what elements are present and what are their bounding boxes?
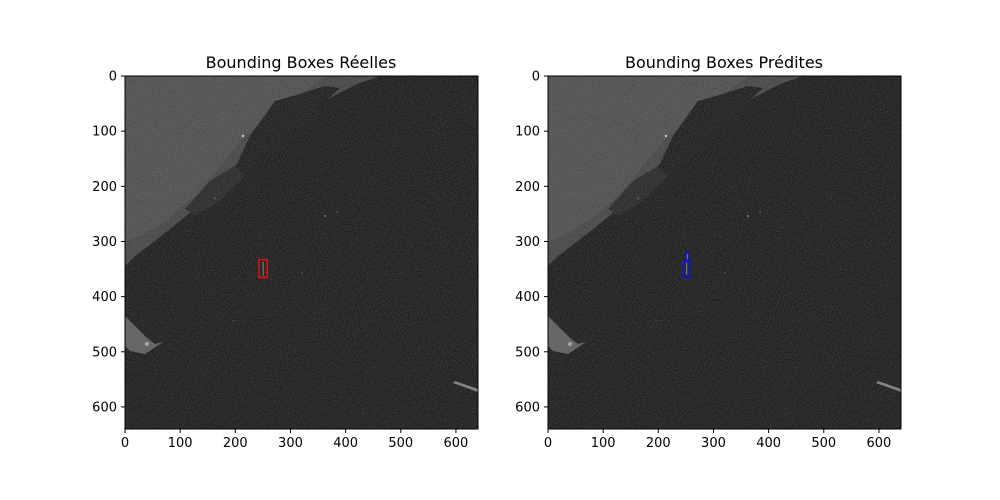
left-sar-image (125, 76, 478, 429)
left-x-tick-label: 0 (121, 436, 129, 451)
left-y-tick-label: 100 (92, 125, 117, 140)
right-sar-image (548, 76, 901, 429)
left-y-tick-label: 500 (92, 345, 117, 360)
predicted-box (685, 251, 689, 263)
right-x-tick-label: 300 (701, 436, 726, 451)
left-y-tick-label: 300 (92, 235, 117, 250)
left-y-tick-label: 600 (92, 400, 117, 415)
right-x-tick-label: 100 (591, 436, 616, 451)
ground-truth-box (258, 258, 269, 279)
left-axes-title: Bounding Boxes Réelles (206, 53, 397, 72)
right-y-tick-label: 100 (515, 125, 540, 140)
left-axes: Bounding Boxes Réelles 0 100 200 300 400 500 6… (92, 53, 479, 451)
left-x-tick-label: 100 (168, 436, 193, 451)
right-axes: Bounding Boxes Prédites 0 100 200 300 400 500… (515, 53, 902, 451)
right-y-tick-label: 400 (515, 290, 540, 305)
left-x-tick-label: 400 (333, 436, 358, 451)
right-axes-title: Bounding Boxes Prédites (625, 53, 823, 72)
left-axes-frame (124, 75, 479, 430)
right-y-tick-label: 300 (515, 235, 540, 250)
left-x-tick-label: 300 (278, 436, 303, 451)
left-x-tick-label: 500 (388, 436, 413, 451)
right-x-tick-label: 600 (867, 436, 892, 451)
left-y-tick-label: 0 (109, 70, 117, 85)
left-x-tick-label: 600 (444, 436, 469, 451)
right-x-tick-label: 0 (544, 436, 552, 451)
right-y-tick-label: 500 (515, 345, 540, 360)
left-y-tick-label: 200 (92, 180, 117, 195)
right-y-tick-label: 0 (532, 70, 540, 85)
right-y-tick-label: 200 (515, 180, 540, 195)
right-x-tick-label: 200 (646, 436, 671, 451)
right-x-tick-label: 400 (756, 436, 781, 451)
right-x-tick-label: 500 (811, 436, 836, 451)
right-axes-frame (547, 75, 902, 430)
left-y-tick-label: 400 (92, 290, 117, 305)
left-x-tick-label: 200 (223, 436, 248, 451)
right-y-tick-label: 600 (515, 400, 540, 415)
